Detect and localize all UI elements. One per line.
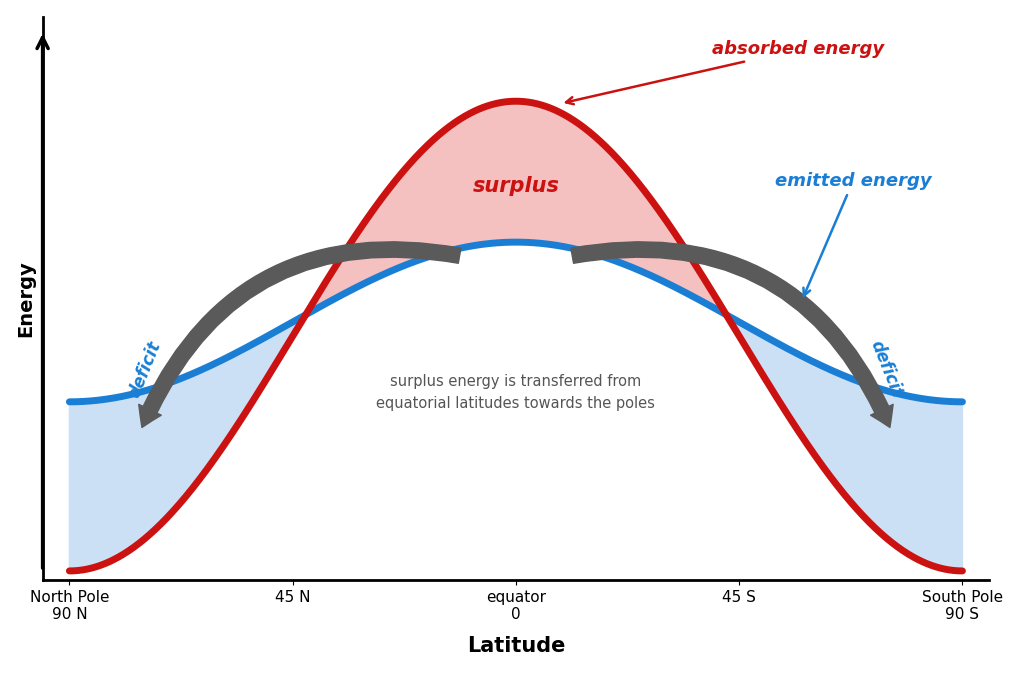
Text: deficit: deficit bbox=[867, 338, 906, 400]
Text: deficit: deficit bbox=[126, 338, 165, 400]
Text: surplus energy is transferred from
equatorial latitudes towards the poles: surplus energy is transferred from equat… bbox=[377, 374, 655, 411]
Text: emitted energy: emitted energy bbox=[775, 172, 932, 295]
Y-axis label: Energy: Energy bbox=[16, 260, 36, 337]
X-axis label: Latitude: Latitude bbox=[467, 637, 565, 656]
FancyArrowPatch shape bbox=[138, 242, 461, 427]
Text: absorbed energy: absorbed energy bbox=[566, 40, 885, 104]
FancyArrowPatch shape bbox=[571, 242, 893, 427]
Text: surplus: surplus bbox=[472, 176, 559, 196]
